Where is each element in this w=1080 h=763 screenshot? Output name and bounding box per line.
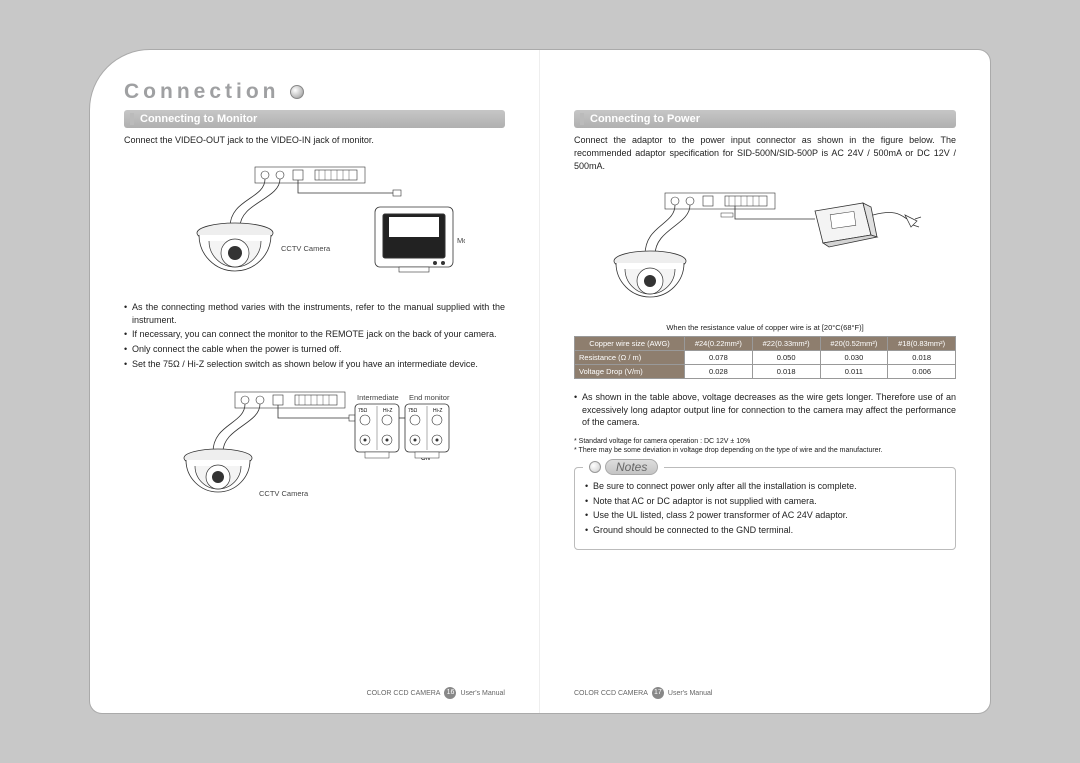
section-bar-monitor: Connecting to Monitor xyxy=(124,110,505,128)
page-num-left: 16 xyxy=(444,687,456,699)
page-spread: Connection Connecting to Monitor Connect… xyxy=(90,50,990,713)
label-cctv-2: CCTV Camera xyxy=(259,489,309,498)
table-row: Voltage Drop (V/m) 0.028 0.018 0.011 0.0… xyxy=(575,365,956,379)
wire-table: Copper wire size (AWG) #24(0.22mm²) #22(… xyxy=(574,336,956,379)
note-2: Note that AC or DC adaptor is not suppli… xyxy=(585,495,945,508)
label-end: End monitor xyxy=(409,393,450,402)
diagram-intermediate: CCTV Camera Intermediate End monitor 75Ω… xyxy=(124,384,505,514)
section-title-power: Connecting to Power xyxy=(590,113,700,125)
fineprint-2: * There may be some deviation in voltage… xyxy=(574,446,956,455)
bullet-2: If necessary, you can connect the monito… xyxy=(124,328,505,341)
note-3: Use the UL listed, class 2 power transfo… xyxy=(585,509,945,522)
footer-manual-r: User's Manual xyxy=(668,690,713,697)
svg-text:Hi-Z: Hi-Z xyxy=(383,408,392,414)
r1c1: 0.018 xyxy=(752,365,820,379)
monitor-bullets: As the connecting method varies with the… xyxy=(124,301,505,372)
r0c0: 0.078 xyxy=(685,351,753,365)
table-caption: When the resistance value of copper wire… xyxy=(574,323,956,332)
left-page: Connection Connecting to Monitor Connect… xyxy=(90,50,540,713)
footer-right: COLOR CCD CAMERA 17 User's Manual xyxy=(574,687,712,699)
footer-product-l: COLOR CCD CAMERA xyxy=(367,690,441,697)
bulb-icon xyxy=(589,461,601,473)
footer-manual-l: User's Manual xyxy=(460,690,505,697)
main-title: Connection xyxy=(124,80,505,104)
bullet-1: As the connecting method varies with the… xyxy=(124,301,505,326)
label-intermediate: Intermediate xyxy=(357,393,399,402)
svg-text:75Ω: 75Ω xyxy=(358,408,368,414)
fineprint: * Standard voltage for camera operation … xyxy=(574,437,956,455)
notes-tab: Notes xyxy=(583,459,664,475)
r1c3: 0.006 xyxy=(888,365,956,379)
section-title-monitor: Connecting to Monitor xyxy=(140,113,257,125)
section-stripe-icon xyxy=(130,113,134,125)
svg-text:Hi-Z: Hi-Z xyxy=(433,408,442,414)
hdr-3: #20(0.52mm²) xyxy=(820,337,888,351)
power-intro: Connect the adaptor to the power input c… xyxy=(574,134,956,173)
hdr-1: #24(0.22mm²) xyxy=(685,337,753,351)
page-num-right: 17 xyxy=(652,687,664,699)
section-bar-power: Connecting to Power xyxy=(574,110,956,128)
notes-label: Notes xyxy=(605,459,658,475)
footer-product-r: COLOR CCD CAMERA xyxy=(574,690,648,697)
r0c2: 0.030 xyxy=(820,351,888,365)
after-table-text: As shown in the table above, voltage dec… xyxy=(574,391,956,429)
footer-left: COLOR CCD CAMERA 16 User's Manual xyxy=(367,687,505,699)
after-table-bullet: As shown in the table above, voltage dec… xyxy=(574,391,956,431)
diagram-monitor: CCTV Camera Monitor xyxy=(124,159,505,289)
main-title-text: Connection xyxy=(124,80,280,104)
table-row: Resistance (Ω / m) 0.078 0.050 0.030 0.0… xyxy=(575,351,956,365)
note-4: Ground should be connected to the GND te… xyxy=(585,524,945,537)
table-header-row: Copper wire size (AWG) #24(0.22mm²) #22(… xyxy=(575,337,956,351)
r1c2: 0.011 xyxy=(820,365,888,379)
notes-box: Notes Be sure to connect power only afte… xyxy=(574,467,956,549)
bullet-4: Set the 75Ω / Hi-Z selection switch as s… xyxy=(124,358,505,371)
hdr-0: Copper wire size (AWG) xyxy=(575,337,685,351)
row1-label: Voltage Drop (V/m) xyxy=(575,365,685,379)
bullet-3: Only connect the cable when the power is… xyxy=(124,343,505,356)
title-bullet-icon xyxy=(290,85,304,99)
section-stripe-icon-2 xyxy=(580,113,584,125)
monitor-intro: Connect the VIDEO-OUT jack to the VIDEO-… xyxy=(124,134,505,147)
right-page: Connecting to Power Connect the adaptor … xyxy=(540,50,990,713)
r0c3: 0.018 xyxy=(888,351,956,365)
r0c1: 0.050 xyxy=(752,351,820,365)
label-monitor: Monitor xyxy=(457,236,465,245)
notes-list: Be sure to connect power only after all … xyxy=(585,480,945,536)
label-cctv-1: CCTV Camera xyxy=(281,244,331,253)
fineprint-1: * Standard voltage for camera operation … xyxy=(574,437,956,446)
hdr-2: #22(0.33mm²) xyxy=(752,337,820,351)
hdr-4: #18(0.83mm²) xyxy=(888,337,956,351)
svg-text:75Ω: 75Ω xyxy=(408,408,418,414)
note-1: Be sure to connect power only after all … xyxy=(585,480,945,493)
diagram-power xyxy=(574,185,956,315)
row0-label: Resistance (Ω / m) xyxy=(575,351,685,365)
r1c0: 0.028 xyxy=(685,365,753,379)
